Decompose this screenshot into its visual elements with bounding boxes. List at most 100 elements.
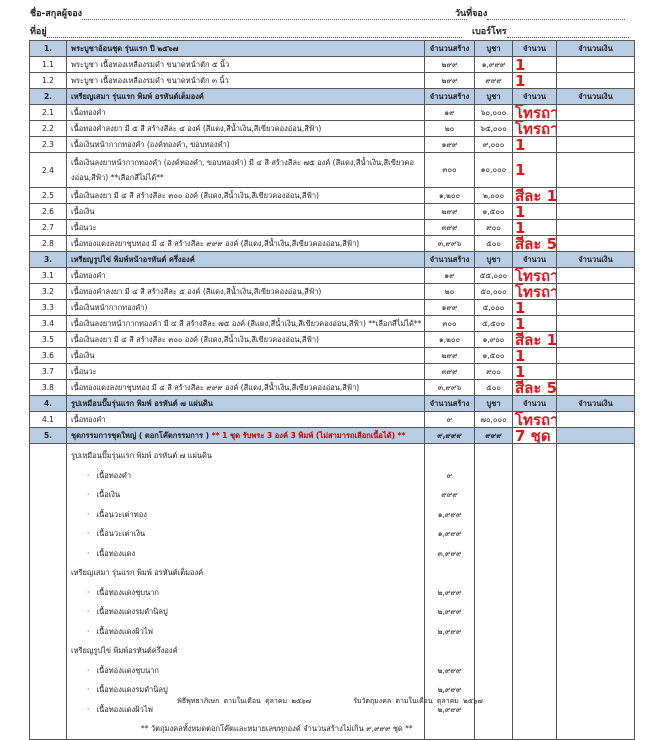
item-description: เนื้อเงิน bbox=[66, 347, 425, 364]
amount-field[interactable] bbox=[556, 315, 635, 332]
item-number: 3.4 bbox=[29, 315, 67, 332]
quantity-field[interactable]: 1 bbox=[512, 72, 557, 89]
group-item-label: เนื้อทองแดงผิวไฟ bbox=[96, 626, 153, 636]
phone-field[interactable]: เบอร์โทร bbox=[472, 24, 629, 38]
made-count: ๑,๒๐๐ bbox=[424, 331, 475, 348]
group-item-made: ๙ bbox=[446, 470, 453, 480]
amount-field[interactable] bbox=[556, 219, 635, 236]
quantity-field[interactable]: โทรถาม bbox=[512, 104, 557, 121]
section-header: 3. เหรียญรูปไข่ พิมพ์หน้าอรหันต์ ครึ่งองค… bbox=[29, 251, 635, 268]
amount-field[interactable] bbox=[556, 283, 635, 300]
quantity-field[interactable]: โทรถาม bbox=[512, 283, 557, 300]
section-number: 4. bbox=[29, 395, 67, 412]
quantity-field[interactable]: 1 bbox=[512, 219, 557, 236]
group-item: · เนื้อทองแดงผิวไฟ bbox=[87, 626, 153, 636]
item-number: 3.2 bbox=[29, 283, 67, 300]
price: ๗๐,๐๐๐ bbox=[474, 411, 513, 428]
amount-field[interactable] bbox=[556, 136, 635, 153]
item-description: เนื้อเงินลงยาหน้ากากทองคำ (องค์ทองคำ, ขอ… bbox=[66, 152, 425, 188]
item-description: เนื้อเงิน bbox=[66, 203, 425, 220]
amount-field[interactable] bbox=[556, 299, 635, 316]
amount-field[interactable] bbox=[556, 120, 635, 137]
amount-field[interactable] bbox=[556, 72, 635, 89]
amount-field[interactable] bbox=[556, 267, 635, 284]
col-amount: จำนวนเงิน bbox=[556, 40, 635, 57]
item-description: เนื้อนวะ bbox=[66, 219, 425, 236]
amount-field[interactable] bbox=[556, 331, 635, 348]
amount-field[interactable] bbox=[556, 235, 635, 252]
quantity-field[interactable]: 1 bbox=[512, 363, 557, 380]
item-number: 2.1 bbox=[29, 104, 67, 121]
price: ๙๐๐ bbox=[474, 363, 513, 380]
amount-field[interactable] bbox=[556, 203, 635, 220]
price: ๙๐๐ bbox=[474, 219, 513, 236]
made-count: ๓๙๙ bbox=[424, 219, 475, 236]
price: ๙,๐๐๐ bbox=[474, 136, 513, 153]
group-item: · เนื้อทองแดงรมดำนิลปู bbox=[87, 685, 168, 694]
quantity-field[interactable]: 1 bbox=[512, 152, 557, 188]
made-count: ๑๙ bbox=[424, 104, 475, 121]
amount-field[interactable] bbox=[556, 104, 635, 121]
amount-field[interactable] bbox=[556, 411, 635, 428]
set-title-text: ชุดกรรมการชุดใหญ่ ( ตอกโค๊ตกรรมการ ) bbox=[71, 430, 210, 440]
amount-field[interactable] bbox=[556, 427, 635, 444]
col-qty: จำนวน bbox=[512, 88, 557, 105]
set-row: 5. ชุดกรรมการชุดใหญ่ ( ตอกโค๊ตกรรมการ ) *… bbox=[29, 427, 635, 444]
quantity-field[interactable]: 7 ชุด bbox=[512, 427, 557, 444]
date-field[interactable]: วันที่จอง bbox=[455, 6, 626, 20]
price: ๖๕,๐๐๐ bbox=[474, 120, 513, 137]
quantity-field[interactable]: โทรถาม bbox=[512, 267, 557, 284]
group-item-label: เนื้อทองแดงชุบนาก bbox=[96, 665, 159, 675]
item-number: 3.3 bbox=[29, 299, 67, 316]
col-price: บูชา bbox=[474, 40, 513, 57]
amount-field[interactable] bbox=[556, 363, 635, 380]
set-title: ชุดกรรมการชุดใหญ่ ( ตอกโค๊ตกรรมการ ) ** … bbox=[66, 427, 425, 444]
item-number: 2.4 bbox=[29, 152, 67, 188]
amount-field[interactable] bbox=[556, 379, 635, 396]
col-qty: จำนวน bbox=[512, 251, 557, 268]
group-item: · เนื้อนวะเต่าทอง bbox=[87, 509, 147, 519]
quantity-field[interactable]: สีละ 5 bbox=[512, 379, 557, 396]
col-amount: จำนวนเงิน bbox=[556, 251, 635, 268]
table-row: 1.1 พระบูชา เนื้อทองเหลืองรมดำ ขนาดหน้าตั… bbox=[29, 56, 635, 73]
quantity-field[interactable]: โทรถาม bbox=[512, 411, 557, 428]
quantity-field[interactable]: สีละ 1 bbox=[512, 331, 557, 348]
item-number: 3.5 bbox=[29, 331, 67, 348]
price: ๙๙๙ bbox=[474, 72, 513, 89]
price: ๕๐,๐๐๐ bbox=[474, 283, 513, 300]
section-number: 5. bbox=[29, 427, 67, 444]
amount-field[interactable] bbox=[556, 347, 635, 364]
amount-field[interactable] bbox=[556, 187, 635, 204]
amount-field[interactable] bbox=[556, 152, 635, 188]
group-item: · เนื้อทองแดงผิวไฟ bbox=[87, 704, 153, 714]
group-item-made: ๒,๙๙๙ bbox=[437, 685, 462, 694]
col-price: บูชา bbox=[474, 88, 513, 105]
quantity-field[interactable]: โทรถาม bbox=[512, 120, 557, 137]
quantity-field[interactable]: 1 bbox=[512, 299, 557, 316]
set-contents: รูปเหมือนปั๊มรุ่นแรก พิมพ์ อรหันต์ ๗ แผ่… bbox=[29, 443, 635, 740]
group-item: · เนื้อทองแดงชุบนาก bbox=[87, 665, 159, 675]
group-item-made: ๒,๙๙๙ bbox=[437, 587, 462, 597]
quantity-field[interactable]: 1 bbox=[512, 315, 557, 332]
footer: พิธีพุทธาภิเษก ตามในเดือน ตุลาคม ๒๕๖๗ รั… bbox=[0, 696, 660, 707]
group-item-label: เนื้อทองแดงรมดำนิลปู bbox=[96, 685, 168, 694]
name-field[interactable]: ชื่อ-สกุลผู้จอง bbox=[30, 6, 468, 20]
item-number: 2.3 bbox=[29, 136, 67, 153]
amount-field[interactable] bbox=[556, 56, 635, 73]
item-description: เนื้อเงินหน้ากากทองคำ (องค์ทองคำ, ขอบทอง… bbox=[66, 136, 425, 153]
made-count: ๒๙๙ bbox=[424, 203, 475, 220]
group-item: · เนื้อทองแดง bbox=[87, 548, 136, 558]
quantity-field[interactable]: 1 bbox=[512, 136, 557, 153]
quantity-field[interactable]: สีละ 1 bbox=[512, 187, 557, 204]
price: ๕,๕๐๐ bbox=[474, 315, 513, 332]
date-label: วันที่จอง bbox=[455, 9, 488, 19]
address-field[interactable]: ที่อยู่ bbox=[30, 24, 462, 38]
quantity-field[interactable]: สีละ 5 bbox=[512, 235, 557, 252]
group-item-made: ๓,๙๙๙ bbox=[437, 548, 462, 558]
group-item-label: เนื้อทองแดงผิวไฟ bbox=[96, 704, 153, 714]
group-item-label: เนื้อทองแดง bbox=[96, 548, 136, 558]
quantity-field[interactable]: 1 bbox=[512, 203, 557, 220]
quantity-field[interactable]: 1 bbox=[512, 56, 557, 73]
quantity-field[interactable]: 1 bbox=[512, 347, 557, 364]
